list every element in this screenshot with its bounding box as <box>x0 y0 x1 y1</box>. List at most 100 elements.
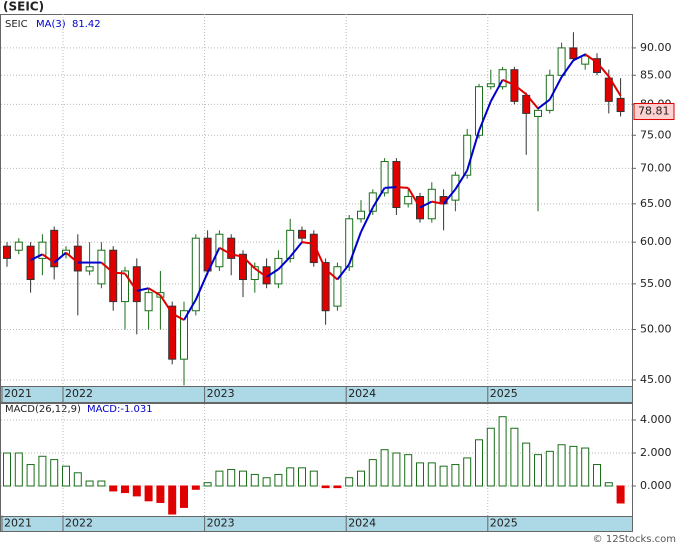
y-tick-label: 90.00 <box>640 41 672 54</box>
ma-line <box>277 256 291 270</box>
ma-line <box>159 294 174 315</box>
macd-bar <box>593 464 601 487</box>
ma-line <box>206 247 221 274</box>
x-tick-label: 2025 <box>490 387 518 400</box>
ma-line <box>560 59 575 78</box>
x-tick-label: 2024 <box>348 517 376 530</box>
macd-bar <box>439 465 448 487</box>
candle-body <box>227 237 236 259</box>
ma-line <box>454 169 469 190</box>
candle-body <box>191 237 200 312</box>
x-tick-label: 2021 <box>4 387 32 400</box>
ma-line <box>53 251 67 264</box>
candle-body <box>486 83 495 88</box>
candle-body <box>345 218 354 268</box>
macd-bar <box>380 449 389 487</box>
y-tick-label: 2.000 <box>640 446 672 459</box>
candle-body <box>333 266 342 307</box>
macd-bar <box>510 427 519 487</box>
candle-body <box>404 196 413 205</box>
y-tick-label: 85.00 <box>640 68 672 81</box>
candle-body <box>416 196 424 220</box>
candle-body <box>250 266 259 281</box>
ma-line <box>230 253 244 258</box>
ma-line <box>419 200 433 209</box>
x-tick-label: 2023 <box>207 517 235 530</box>
ma-line <box>384 186 397 189</box>
candle-body <box>534 109 542 117</box>
candle-body <box>50 229 59 268</box>
candle-body <box>215 233 224 268</box>
macd-bar <box>616 485 625 504</box>
ma-line <box>30 253 43 261</box>
macd-bar <box>333 485 342 489</box>
macd-bar <box>215 470 224 487</box>
ma-line <box>336 263 350 281</box>
x-tick-label: 2022 <box>65 517 93 530</box>
ma-line <box>525 93 539 110</box>
macd-bar <box>522 442 531 487</box>
ma-line <box>312 243 327 270</box>
macd-bar <box>463 457 472 487</box>
macd-bar <box>357 470 365 487</box>
macd-bar <box>274 473 283 487</box>
macd-bar <box>73 472 82 487</box>
macd-bar <box>475 439 483 487</box>
ma-line <box>242 256 256 270</box>
macd-bar <box>486 427 495 487</box>
ma-line <box>301 241 314 245</box>
ma-line <box>596 61 610 78</box>
macd-bar <box>286 467 295 487</box>
macd-bar <box>132 485 141 497</box>
ma-line <box>607 75 622 97</box>
candle-body <box>26 245 35 281</box>
ma-line <box>537 98 551 110</box>
macd-bar <box>62 465 70 487</box>
ma-line <box>124 272 138 292</box>
macd-bar <box>26 464 35 487</box>
ma-line <box>478 100 492 132</box>
candle-body <box>97 249 106 285</box>
candle-body <box>569 47 578 60</box>
y-tick-label: 65.00 <box>640 197 672 210</box>
ma-line <box>360 207 374 233</box>
x-tick-label: 2023 <box>207 387 235 400</box>
y-tick-label: 55.00 <box>640 277 672 290</box>
ma-line <box>41 253 55 264</box>
ma-line <box>572 53 586 62</box>
ma-line <box>348 231 362 265</box>
legend-ma: MA(3) <box>36 19 66 30</box>
x-tick-label: 2021 <box>4 517 32 530</box>
legend-macd-value: MACD:-1.031 <box>87 404 153 415</box>
y-tick-label: 0.000 <box>640 479 672 492</box>
macd-bar <box>498 416 507 487</box>
ma-line <box>548 76 563 101</box>
ma-line <box>194 272 209 301</box>
macd-bar <box>168 485 177 515</box>
macd-bar <box>121 485 129 494</box>
candle-body <box>298 229 306 239</box>
chart-title: (SEIC) <box>3 0 44 14</box>
ma-line <box>584 53 598 64</box>
macd-bar <box>557 444 566 487</box>
candle-body <box>132 266 141 303</box>
macd-bar <box>451 464 460 487</box>
candle-body <box>557 47 566 76</box>
macd-bar <box>144 485 153 502</box>
macd-bar <box>191 485 200 490</box>
x-tick-label: 2025 <box>490 517 518 530</box>
last-price-box <box>633 103 675 121</box>
candle-body <box>581 55 590 65</box>
x-tick-label: 2024 <box>348 387 376 400</box>
candle-body <box>38 241 47 259</box>
y-tick-label: 60.00 <box>640 235 672 248</box>
macd-bar <box>604 482 613 487</box>
y-tick-label: 50.00 <box>640 323 672 336</box>
candle-body <box>168 305 177 360</box>
last-price-label: 78.81 <box>638 105 670 118</box>
y-tick-label: 70.00 <box>640 161 672 174</box>
candle-body <box>309 233 318 264</box>
candle-body <box>475 86 483 136</box>
candle-body <box>427 188 436 220</box>
candle-body <box>392 161 401 209</box>
